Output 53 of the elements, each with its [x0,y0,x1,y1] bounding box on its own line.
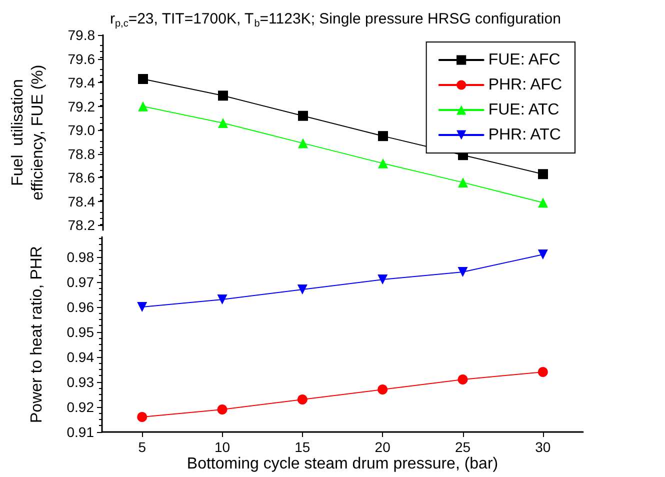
point [458,267,468,277]
y-tick-label: 78.4 [68,193,96,210]
y-tick-label: 79.6 [68,50,96,67]
point [538,367,548,377]
point [298,110,308,121]
legend-label: PHR: ATC [488,126,561,144]
point [138,74,148,84]
point [538,169,548,180]
x-tick-label: 10 [214,439,230,455]
x-tick-label: 20 [374,439,391,455]
y-tick-label: 0.97 [66,274,94,290]
point [298,138,308,148]
point [218,118,228,128]
point [378,384,388,394]
legend-label: PHR: AFC [488,76,562,94]
point [297,394,308,404]
y-tick-label: 0.93 [66,374,94,390]
point [538,198,548,208]
x-tick-label: 5 [138,439,146,455]
x-tick-label: 25 [454,439,471,455]
point [458,177,468,188]
y-tick-label: 0.95 [66,324,94,340]
point [217,404,228,414]
y-tick-label: 79.0 [68,122,96,138]
point [138,101,148,112]
y-tick-label: 0.98 [66,249,94,265]
y-tick-label: 0.91 [66,424,94,440]
point [217,294,228,304]
y-tick-label: 0.96 [66,299,94,315]
point [297,284,308,294]
y-tick-label: 0.94 [66,349,94,365]
point [218,90,228,101]
point [378,158,388,168]
x-tick-label: 15 [294,439,310,455]
y-tick-label: 78.2 [68,217,96,234]
y-axis-title: Power to heat ratio, PHR [28,246,46,423]
legend-label: FUE: AFC [488,52,560,68]
point [378,274,388,284]
y-axis-title: Fuel utilisation efficiency, FUE (%) [10,64,46,200]
x-axis-title: Bottoming cycle steam drum pressure, (bar) [186,456,498,472]
point [137,412,148,422]
point [378,131,388,142]
y-tick-label: 79.8 [68,27,96,43]
point [538,250,548,260]
y-tick-label: 0.92 [66,399,94,415]
x-tick-label: 30 [535,439,551,455]
point [137,302,148,312]
y-tick-label: 78.8 [68,146,96,162]
y-tick-label: 78.6 [68,170,96,186]
y-tick-label: 79.4 [68,74,96,91]
point [458,374,468,384]
legend-label: FUE: ATC [488,102,560,118]
y-tick-label: 79.2 [68,98,96,114]
